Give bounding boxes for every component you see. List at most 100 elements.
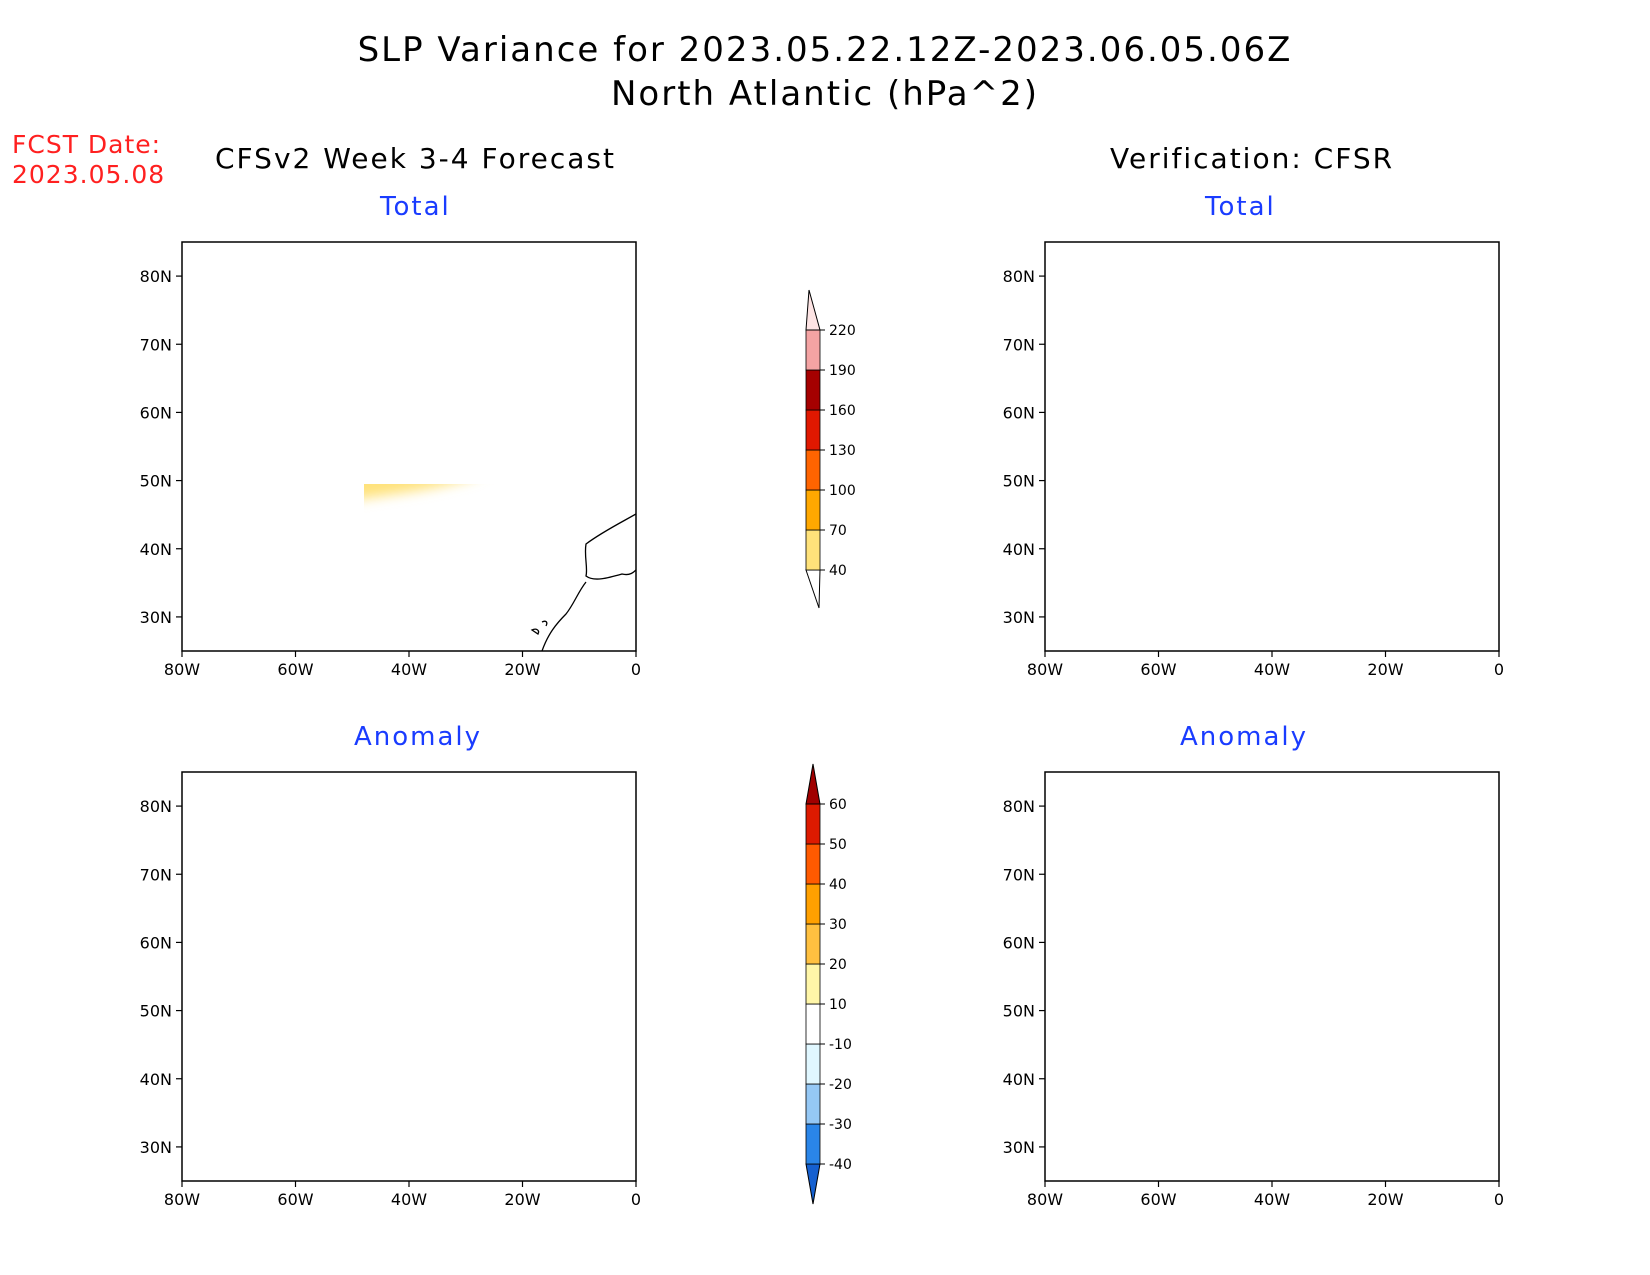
lon-tick-label: 20W xyxy=(504,1190,540,1209)
colorbar-anomaly-bin xyxy=(805,923,821,965)
lat-tick-label: 80N xyxy=(1003,267,1035,286)
left-column-header: CFSv2 Week 3-4 Forecast xyxy=(215,142,616,175)
colorbar-total-bin xyxy=(805,409,821,451)
fcst-total-shading xyxy=(364,484,450,499)
lon-tick-label: 40W xyxy=(391,1190,427,1209)
colorbar-total: 40 70 100 130 160 190 220 xyxy=(805,289,856,609)
colorbar-total-label: 40 xyxy=(829,563,847,579)
lon-tick-label: 0 xyxy=(631,1190,641,1209)
colorbar-total-bin xyxy=(805,489,821,531)
panel-fcst-total xyxy=(181,241,637,652)
lat-tick-label: 30N xyxy=(140,608,172,627)
lat-tick-label: 50N xyxy=(140,472,172,491)
lat-tick-label: 60N xyxy=(1003,933,1035,952)
colorbar-anomaly-label: 20 xyxy=(829,957,847,973)
panel-title-cfsr-anomaly: Anomaly xyxy=(1180,722,1309,752)
lat-tick-label: 50N xyxy=(1003,472,1035,491)
colorbar-anomaly-bin xyxy=(805,1003,821,1045)
fcst-date-value: 2023.05.08 xyxy=(12,160,166,189)
panel-cfsr-total xyxy=(1044,241,1500,652)
lon-tick-label: 0 xyxy=(631,660,641,679)
colorbar-anomaly-label: 40 xyxy=(829,877,847,893)
lon-tick-label: 80W xyxy=(1027,660,1063,679)
panel-title-fcst-anomaly: Anomaly xyxy=(354,722,483,752)
lat-tick-label: 30N xyxy=(1003,1138,1035,1157)
lat-tick-label: 70N xyxy=(1003,335,1035,354)
colorbar-total-label: 160 xyxy=(829,403,856,419)
colorbar-total-bin xyxy=(805,529,821,571)
lat-tick-label: 60N xyxy=(140,933,172,952)
colorbar-anomaly-low-extension xyxy=(805,1163,821,1205)
colorbar-anomaly-bin xyxy=(805,1123,821,1165)
colorbar-total-label: 70 xyxy=(829,523,847,539)
lat-tick-label: 50N xyxy=(140,1002,172,1021)
colorbar-anomaly-label: -20 xyxy=(829,1077,852,1093)
lon-tick-label: 40W xyxy=(1254,660,1290,679)
lat-tick-label: 80N xyxy=(140,267,172,286)
colorbar-anomaly: -40 -30 -20 -10 10 20 30 40 50 60 xyxy=(805,763,852,1205)
colorbar-anomaly-label: -30 xyxy=(829,1117,852,1133)
lon-tick-label: 60W xyxy=(277,660,313,679)
lon-tick-label: 60W xyxy=(277,1190,313,1209)
lon-tick-label: 40W xyxy=(391,660,427,679)
lat-tick-label: 80N xyxy=(1003,797,1035,816)
lat-tick-label: 50N xyxy=(1003,1002,1035,1021)
lat-tick-label: 40N xyxy=(140,1070,172,1089)
colorbar-anomaly-label: 60 xyxy=(829,797,847,813)
colorbar-total-high-extension xyxy=(805,289,821,331)
fcst-date-label: FCST Date: xyxy=(12,130,162,159)
lat-tick-label: 70N xyxy=(140,865,172,884)
colorbar-anomaly-label: 50 xyxy=(829,837,847,853)
lon-tick-label: 20W xyxy=(1367,1190,1403,1209)
colorbar-total-label: 190 xyxy=(829,363,856,379)
colorbar-anomaly-high-extension xyxy=(805,763,821,805)
lat-tick-label: 30N xyxy=(140,1138,172,1157)
lon-tick-label: 0 xyxy=(1494,1190,1504,1209)
lat-tick-label: 60N xyxy=(1003,403,1035,422)
colorbar-total-label: 130 xyxy=(829,443,856,459)
colorbar-total-bin xyxy=(805,329,821,371)
lon-tick-label: 60W xyxy=(1140,1190,1176,1209)
fcst-anomaly-shading xyxy=(313,876,606,1021)
lat-tick-label: 70N xyxy=(140,335,172,354)
lon-tick-label: 80W xyxy=(164,1190,200,1209)
panel-fcst-anomaly xyxy=(181,771,637,1182)
lat-tick-label: 80N xyxy=(140,797,172,816)
cfsr-total-shading xyxy=(1045,267,1499,539)
lon-tick-label: 40W xyxy=(1254,1190,1290,1209)
colorbar-anomaly-bin xyxy=(805,1043,821,1085)
lon-tick-label: 20W xyxy=(1367,660,1403,679)
lat-tick-label: 40N xyxy=(1003,1070,1035,1089)
colorbar-anomaly-label: 10 xyxy=(829,997,847,1013)
colorbar-anomaly-label: -40 xyxy=(829,1157,852,1173)
colorbar-anomaly-bin xyxy=(805,1083,821,1125)
panel-title-fcst-total: Total xyxy=(380,192,451,222)
lat-tick-label: 40N xyxy=(1003,540,1035,559)
colorbar-anomaly-bin xyxy=(805,843,821,885)
lat-tick-label: 40N xyxy=(140,540,172,559)
lon-tick-label: 80W xyxy=(164,660,200,679)
colorbar-anomaly-label: 30 xyxy=(829,917,847,933)
colorbar-total-low-extension xyxy=(805,569,821,609)
right-column-header: Verification: CFSR xyxy=(1110,142,1395,175)
panel-cfsr-anomaly xyxy=(1044,771,1500,1182)
colorbar-total-label: 220 xyxy=(829,323,856,339)
cfsr-anomaly-shading xyxy=(1045,800,1499,1092)
axes-layer: 80N 70N 60N 50N 40N 30N 80W 60W 40W 20W 0 80N 70N 60N… xyxy=(140,267,1504,1209)
lat-tick-label: 30N xyxy=(1003,608,1035,627)
colorbar-anomaly-bin xyxy=(805,803,821,845)
main-title: SLP Variance for 2023.05.22.12Z-2023.06.… xyxy=(357,30,1293,70)
colorbar-total-bin xyxy=(805,449,821,491)
lon-tick-label: 20W xyxy=(504,660,540,679)
colorbar-total-label: 100 xyxy=(829,483,856,499)
sub-title: North Atlantic (hPa^2) xyxy=(610,74,1039,114)
lat-tick-label: 70N xyxy=(1003,865,1035,884)
colorbar-anomaly-label: -10 xyxy=(829,1037,852,1053)
colorbar-anomaly-bin xyxy=(805,883,821,925)
colorbar-total-bin xyxy=(805,369,821,411)
lon-tick-label: 80W xyxy=(1027,1190,1063,1209)
lon-tick-label: 0 xyxy=(1494,660,1504,679)
colorbar-anomaly-bin xyxy=(805,963,821,1005)
panel-title-cfsr-total: Total xyxy=(1205,192,1276,222)
